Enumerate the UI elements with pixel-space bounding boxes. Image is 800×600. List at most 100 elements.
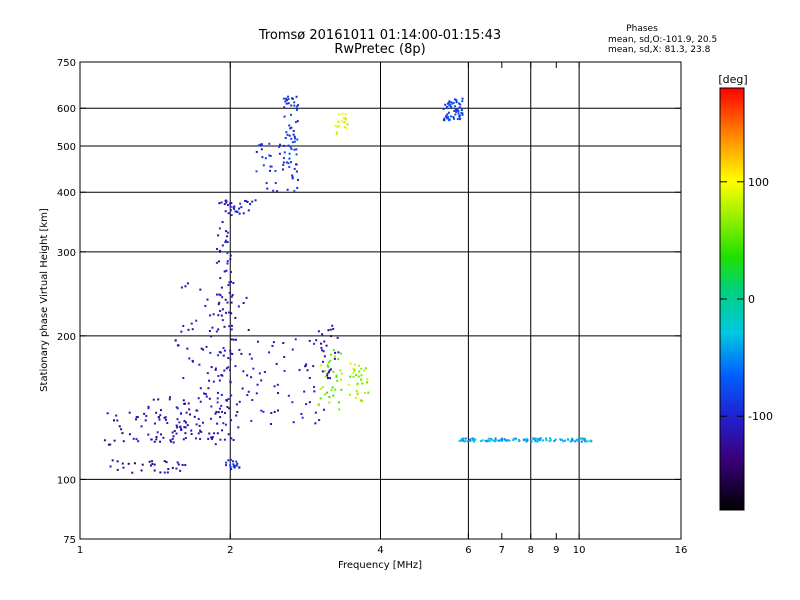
data-point (447, 115, 450, 118)
data-point (479, 440, 482, 443)
data-point (530, 440, 533, 443)
data-point (215, 293, 218, 296)
data-point (232, 438, 235, 441)
data-point (228, 281, 231, 284)
data-point (224, 199, 227, 202)
data-point (287, 98, 290, 101)
data-point (513, 437, 516, 440)
x-axis-label: Frequency [MHz] (338, 560, 422, 571)
data-point (252, 367, 255, 370)
data-point (279, 143, 282, 146)
y-tick-label: 600 (57, 104, 76, 115)
data-point (238, 207, 241, 210)
data-point (473, 439, 476, 442)
data-point (360, 378, 363, 381)
data-point (225, 461, 228, 464)
data-point (210, 436, 213, 439)
data-point (323, 340, 326, 343)
data-point (313, 390, 316, 393)
data-point (294, 338, 297, 341)
data-point (220, 314, 223, 317)
data-point (317, 403, 320, 406)
data-point (216, 247, 219, 250)
data-point (286, 188, 289, 191)
data-point (444, 103, 447, 106)
data-point (217, 328, 220, 331)
data-point (191, 360, 194, 363)
data-point (570, 437, 573, 440)
data-point (218, 379, 221, 382)
data-point (293, 148, 296, 151)
y-tick-label: 200 (57, 332, 76, 343)
data-point (215, 330, 218, 333)
data-point (291, 401, 294, 404)
chart-title-line1: Tromsø 20161011 01:14:00-01:15:43 (258, 28, 501, 43)
data-point (576, 439, 579, 442)
data-point (298, 368, 301, 371)
data-point (263, 370, 266, 373)
data-point (447, 117, 450, 120)
data-point (230, 394, 233, 397)
data-point (155, 438, 158, 441)
data-point (230, 468, 233, 471)
data-point (339, 369, 342, 372)
data-point (145, 415, 148, 418)
data-point (281, 168, 284, 171)
data-point (361, 382, 364, 385)
data-point (231, 294, 234, 297)
data-point (229, 380, 232, 383)
data-point (184, 285, 187, 288)
data-point (171, 431, 174, 434)
data-point (230, 280, 233, 283)
data-point (329, 353, 332, 356)
data-point (505, 439, 508, 442)
colorbar-label: [deg] (718, 73, 747, 86)
data-point (140, 425, 143, 428)
data-point (292, 133, 295, 136)
data-point (156, 431, 159, 434)
data-point (225, 367, 228, 370)
data-point (227, 398, 230, 401)
data-point (294, 137, 297, 140)
data-point (296, 178, 299, 181)
data-point (336, 125, 339, 128)
data-point (345, 127, 348, 130)
data-point (268, 154, 271, 157)
data-point (317, 330, 320, 333)
data-point (166, 471, 169, 474)
data-point (176, 461, 179, 464)
data-point (218, 202, 221, 205)
data-point (458, 102, 461, 105)
data-point (260, 379, 263, 382)
data-point (183, 420, 186, 423)
data-point (188, 408, 191, 411)
data-point (195, 423, 198, 426)
data-point (269, 154, 272, 157)
data-point (338, 408, 341, 411)
data-point (182, 438, 185, 441)
data-point (296, 120, 299, 123)
data-point (148, 460, 151, 463)
data-point (461, 113, 464, 116)
data-point (175, 467, 178, 470)
data-point (292, 129, 295, 132)
data-point (452, 116, 455, 119)
data-point (562, 440, 565, 443)
data-point (155, 411, 158, 414)
data-point (209, 314, 212, 317)
data-point (443, 117, 446, 120)
x-tick-label: 8 (528, 545, 534, 556)
data-point (220, 201, 223, 204)
data-point (199, 438, 202, 441)
data-point (512, 439, 515, 442)
data-point (275, 362, 278, 365)
y-tick-label: 75 (63, 535, 76, 546)
data-point (225, 269, 228, 272)
data-point (245, 296, 248, 299)
data-point (290, 126, 293, 129)
data-point (283, 115, 286, 118)
data-point (234, 210, 237, 213)
data-point (228, 291, 231, 294)
data-point (164, 418, 167, 421)
data-point (325, 344, 328, 347)
